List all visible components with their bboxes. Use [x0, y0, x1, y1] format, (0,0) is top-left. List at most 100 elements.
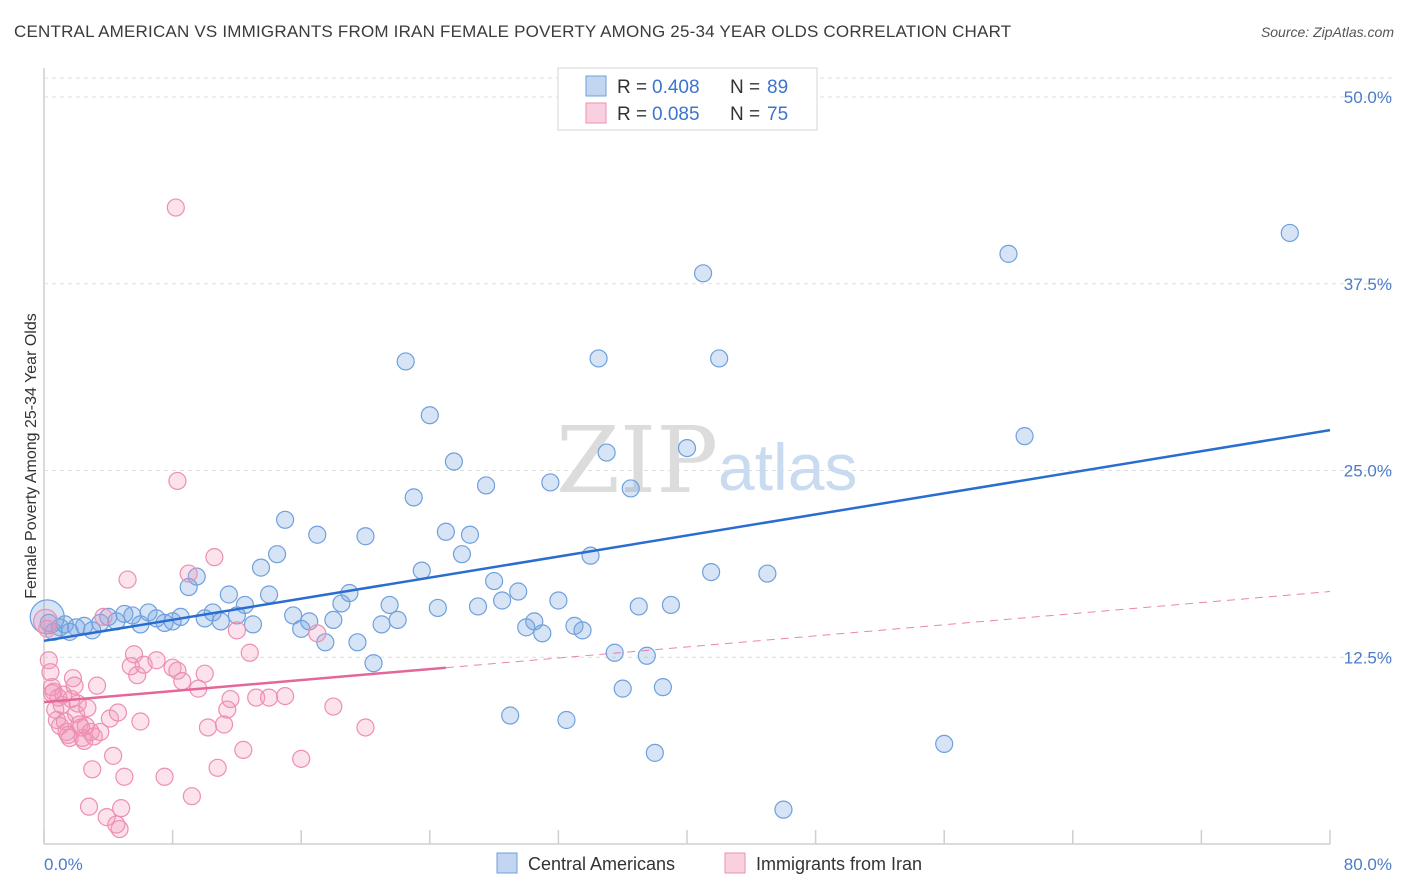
data-point [208, 758, 227, 777]
data-point [243, 615, 263, 634]
bottom-legend-label-blue: Central Americans [528, 854, 675, 874]
legend-n-label-blue: N = [730, 77, 760, 98]
data-point [118, 570, 137, 589]
data-point [444, 452, 464, 471]
data-point [428, 598, 447, 618]
data-point [79, 797, 99, 816]
data-point [420, 406, 439, 425]
data-point [259, 585, 279, 604]
data-point [166, 198, 185, 217]
series-immigrants-from-iran [33, 198, 375, 839]
data-point [637, 646, 656, 665]
data-point [292, 749, 311, 768]
data-point [661, 595, 681, 615]
data-point [1280, 223, 1299, 243]
data-point [758, 564, 777, 583]
data-point [87, 676, 107, 695]
data-point [284, 606, 303, 625]
data-point [60, 728, 79, 748]
y-tick-label: 12.5% [1344, 648, 1392, 667]
data-point [693, 264, 713, 283]
data-point [380, 595, 399, 615]
data-point [935, 734, 954, 754]
data-point [557, 710, 576, 730]
data-point [259, 688, 279, 707]
y-tick-labels: 12.5% 25.0% 37.5% 50.0% [1344, 88, 1392, 667]
data-point [173, 672, 192, 691]
data-point [276, 686, 295, 706]
bottom-legend: Central Americans Immigrants from Iran [496, 852, 922, 874]
y-tick-label: 37.5% [1344, 275, 1392, 294]
source-label: Source: ZipAtlas.com [1260, 24, 1394, 40]
data-point [110, 819, 129, 839]
legend-n-value-blue: 89 [767, 77, 788, 98]
data-point [653, 678, 672, 697]
data-point [205, 548, 224, 567]
x-tick-label-max: 80.0% [1344, 855, 1392, 874]
data-point [97, 808, 116, 827]
data-point [308, 624, 327, 643]
data-point [235, 595, 255, 615]
data-point [404, 488, 423, 507]
bottom-legend-swatch-blue [496, 852, 518, 874]
data-point [83, 760, 102, 779]
data-point [589, 349, 608, 368]
data-point [78, 698, 97, 718]
data-point [42, 684, 62, 703]
data-point [108, 703, 128, 722]
data-point [372, 615, 391, 634]
data-point [999, 244, 1018, 263]
trend-line-central-americans [43, 428, 1331, 643]
data-point [214, 715, 234, 734]
data-point [388, 610, 407, 630]
data-point [613, 679, 632, 698]
data-point [436, 522, 455, 541]
data-point [710, 349, 729, 368]
data-point [476, 476, 496, 495]
data-point [629, 597, 648, 616]
data-point [460, 525, 480, 544]
data-point-large [33, 608, 59, 634]
data-point [774, 800, 793, 819]
data-point [452, 545, 472, 564]
data-point [509, 582, 528, 601]
legend-n-label-pink: N = [730, 104, 760, 125]
data-point [115, 767, 134, 786]
data-point [493, 591, 512, 610]
watermark-zip: ZIP [556, 407, 718, 514]
data-point [324, 697, 343, 716]
data-point [573, 621, 592, 640]
series-central-americans [29, 223, 1299, 819]
data-point [541, 473, 560, 492]
data-point [276, 510, 295, 529]
y-tick-label: 50.0% [1344, 88, 1392, 107]
data-point [218, 700, 237, 719]
data-point [240, 643, 259, 662]
data-point [621, 479, 640, 498]
data-point [221, 689, 240, 709]
legend-box [557, 67, 818, 131]
data-point [131, 712, 150, 731]
data-point [163, 658, 182, 677]
data-point [396, 352, 415, 371]
data-point [91, 722, 110, 742]
legend-n-value-pink: 75 [767, 104, 788, 125]
data-point [179, 564, 198, 583]
x-ticks [43, 830, 1331, 844]
data-point [234, 740, 253, 759]
data-point [195, 664, 214, 683]
data-point [128, 666, 147, 685]
bottom-legend-label-pink: Immigrants from Iran [756, 854, 922, 874]
trend-line-immigrants-from-iran-extrapolated [445, 591, 1331, 669]
data-point [468, 597, 488, 616]
data-point [364, 654, 383, 673]
data-point [198, 718, 218, 737]
data-point [112, 799, 131, 818]
data-point [324, 610, 343, 630]
legend-swatch-pink [585, 102, 607, 124]
data-point [63, 669, 83, 688]
data-point [533, 624, 552, 643]
data-point [677, 438, 697, 458]
data-point [219, 585, 238, 604]
y-axis-title: Female Poverty Among 25-34 Year Olds [23, 313, 40, 599]
